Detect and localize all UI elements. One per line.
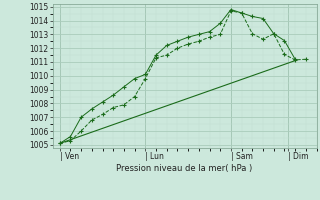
X-axis label: Pression niveau de la mer( hPa ): Pression niveau de la mer( hPa ) xyxy=(116,164,253,173)
